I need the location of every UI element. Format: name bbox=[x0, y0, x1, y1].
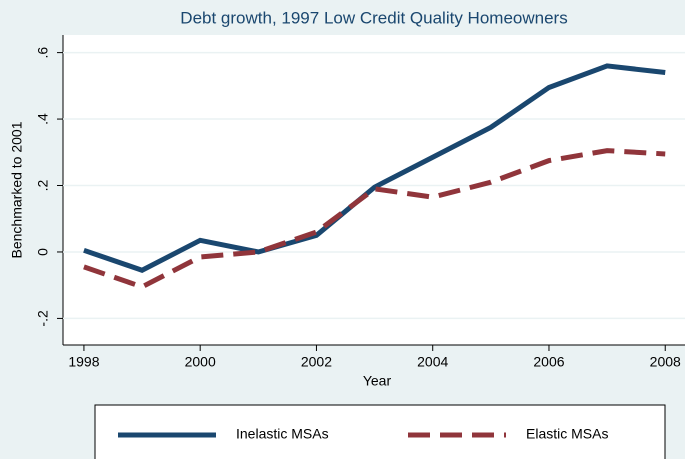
x-tick-label: 1998 bbox=[68, 354, 99, 370]
series-line bbox=[83, 148, 666, 290]
y-axis-label: Benchmarked to 2001 bbox=[9, 121, 25, 258]
legend-label: Inelastic MSAs bbox=[236, 426, 329, 442]
y-tick-label: .4 bbox=[35, 113, 51, 125]
legend-label: Elastic MSAs bbox=[526, 426, 608, 442]
x-axis-label: Year bbox=[363, 373, 392, 389]
y-tick-label: -.2 bbox=[35, 310, 51, 327]
legend-box bbox=[94, 404, 666, 459]
series-line bbox=[83, 63, 666, 273]
y-tick-label: 0 bbox=[35, 248, 51, 256]
x-tick-label: 2000 bbox=[185, 354, 216, 370]
x-tick-label: 2002 bbox=[301, 354, 332, 370]
x-tick-label: 2006 bbox=[533, 354, 564, 370]
x-tick-label: 2008 bbox=[650, 354, 681, 370]
chart-title: Debt growth, 1997 Low Credit Quality Hom… bbox=[180, 8, 567, 27]
y-tick-label: .2 bbox=[35, 179, 51, 191]
x-tick-label: 2004 bbox=[417, 354, 448, 370]
y-tick-label: .6 bbox=[35, 47, 51, 59]
